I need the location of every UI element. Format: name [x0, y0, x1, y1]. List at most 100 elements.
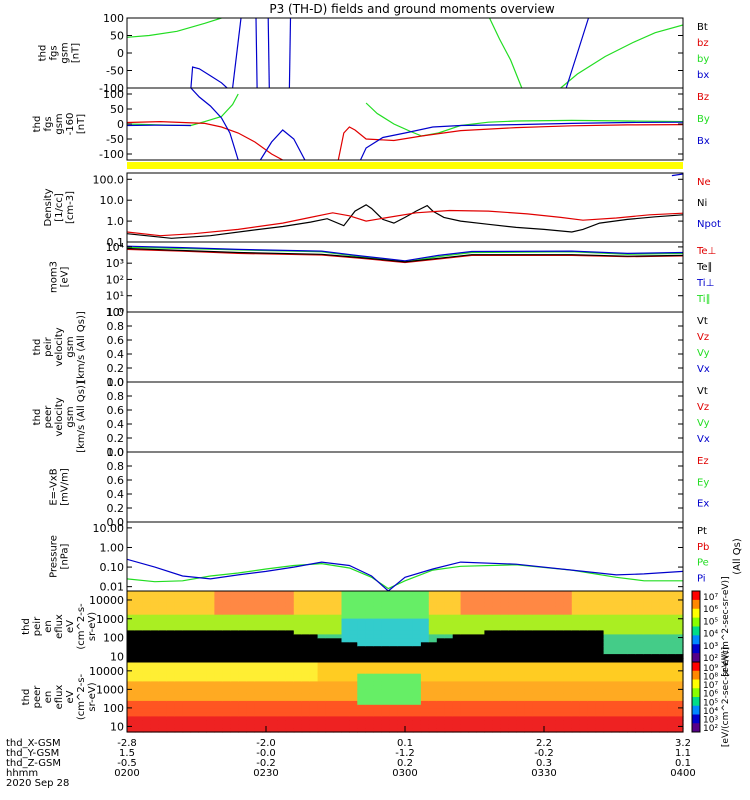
spectrogram-cell: [182, 591, 192, 596]
spectrogram-cell: [190, 728, 199, 733]
spectrogram-cell: [142, 630, 152, 635]
spectrogram-cell: [174, 728, 184, 733]
spectrogram-cell: [436, 618, 446, 624]
spectrogram-cell: [254, 638, 263, 643]
spectrogram-cell: [603, 697, 613, 702]
spectrogram-cell: [206, 594, 215, 600]
spectrogram-cell: [134, 654, 144, 659]
spectrogram-cell: [571, 700, 581, 706]
spectrogram-cell: [571, 614, 581, 620]
spectrogram-cell: [127, 650, 136, 655]
spectrogram-cell: [555, 708, 565, 714]
spectrogram-cell: [627, 673, 636, 679]
spectrogram-cell: [611, 654, 620, 659]
spectrogram-cell: [587, 665, 597, 671]
spectrogram-cell: [548, 693, 557, 698]
spectrogram-cell: [254, 626, 263, 631]
spectrogram-cell: [270, 716, 279, 721]
spectrogram-cell: [270, 728, 279, 733]
spectrogram-cell: [516, 610, 525, 616]
spectrogram-cell: [341, 642, 350, 647]
spectrogram-cell: [476, 622, 485, 628]
spectrogram-cell: [381, 606, 390, 612]
y-axis-label: sr-eV): [87, 682, 98, 711]
spectrogram-cell: [150, 712, 160, 718]
spectrogram-cell: [341, 708, 350, 714]
spectrogram-cell: [643, 712, 652, 718]
spectrogram-cell: [293, 658, 303, 663]
spectrogram-cell: [555, 602, 565, 608]
ytick-label: 10¹: [106, 290, 124, 303]
spectrogram-cell: [285, 614, 295, 620]
spectrogram-cell: [182, 626, 192, 631]
spectrogram-cell: [246, 681, 255, 686]
spectrogram-cell: [198, 689, 207, 694]
spectrogram-cell: [333, 677, 342, 683]
spectrogram-cell: [540, 697, 549, 702]
spectrogram-cell: [182, 610, 192, 616]
spectrogram-cell: [428, 598, 438, 604]
spectrogram-cell: [428, 700, 438, 706]
spectrogram-cell: [412, 689, 422, 694]
spectrogram-cell: [452, 634, 462, 639]
panel-frame: [126, 381, 684, 453]
spectrogram-cell: [571, 618, 581, 624]
spectrogram-cell: [444, 677, 454, 683]
ytick-label: 50: [110, 103, 124, 116]
spectrogram-cell: [349, 642, 358, 647]
spectrogram-cell: [635, 598, 644, 604]
spectrogram-cell: [230, 602, 239, 608]
spectrogram-cell: [333, 665, 342, 671]
spectrogram-cell: [643, 689, 652, 694]
spectrogram-cell: [270, 646, 279, 651]
spectrogram-cell: [659, 626, 668, 631]
spectrogram-cell: [365, 626, 374, 631]
spectrogram-cell: [190, 681, 199, 686]
spectrogram-cell: [285, 638, 295, 643]
spectrogram-cell: [389, 677, 398, 683]
spectrogram-cell: [548, 610, 557, 616]
y-axis-label: gsm: [54, 113, 65, 134]
spectrogram-cell: [174, 697, 184, 702]
spectrogram-cell: [349, 697, 358, 702]
spectrogram-cell: [325, 728, 335, 733]
colorbar-tick-label: 10⁷: [703, 593, 718, 603]
spectrogram-cell: [619, 638, 628, 643]
x-row-value: -1.2: [395, 748, 415, 759]
legend-vz: Vz: [697, 402, 709, 413]
spectrogram-cell: [127, 662, 136, 667]
spectrogram-cell: [262, 610, 271, 616]
spectrogram-cell: [262, 591, 271, 596]
spectrogram-cell: [397, 681, 406, 686]
spectrogram-cell: [524, 712, 533, 718]
spectrogram-cell: [635, 681, 644, 686]
spectrogram-cell: [484, 626, 493, 631]
spectrogram-cell: [484, 712, 493, 718]
spectrogram-cell: [651, 606, 660, 612]
spectrogram-cell: [357, 610, 366, 616]
spectrogram-cell: [134, 681, 144, 686]
spectrogram-cell: [500, 697, 509, 702]
spectrogram-cell: [460, 606, 470, 612]
spectrogram-cell: [333, 594, 342, 600]
spectrogram-cell: [405, 669, 414, 675]
spectrogram-cell: [254, 665, 263, 671]
spectrogram-cell: [563, 697, 573, 702]
spectrogram-cell: [357, 689, 366, 694]
spectrogram-cell: [158, 669, 168, 675]
spectrogram-cell: [436, 591, 446, 596]
spectrogram-cell: [317, 693, 327, 698]
spectrogram-cell: [571, 622, 581, 628]
spectrogram-cell: [405, 646, 414, 651]
spectrogram-cell: [420, 634, 430, 639]
spectrogram-cell: [222, 681, 231, 686]
spectrogram-cell: [579, 662, 589, 667]
spectrogram-cell: [277, 700, 287, 706]
spectrogram-cell: [405, 594, 414, 600]
spectrogram-cell: [158, 591, 168, 596]
spectrogram-cell: [206, 622, 215, 628]
spectrogram-cell: [405, 642, 414, 647]
spectrogram-cell: [500, 598, 509, 604]
legend-ey: Ey: [697, 477, 709, 488]
panel-frame: [126, 451, 684, 523]
